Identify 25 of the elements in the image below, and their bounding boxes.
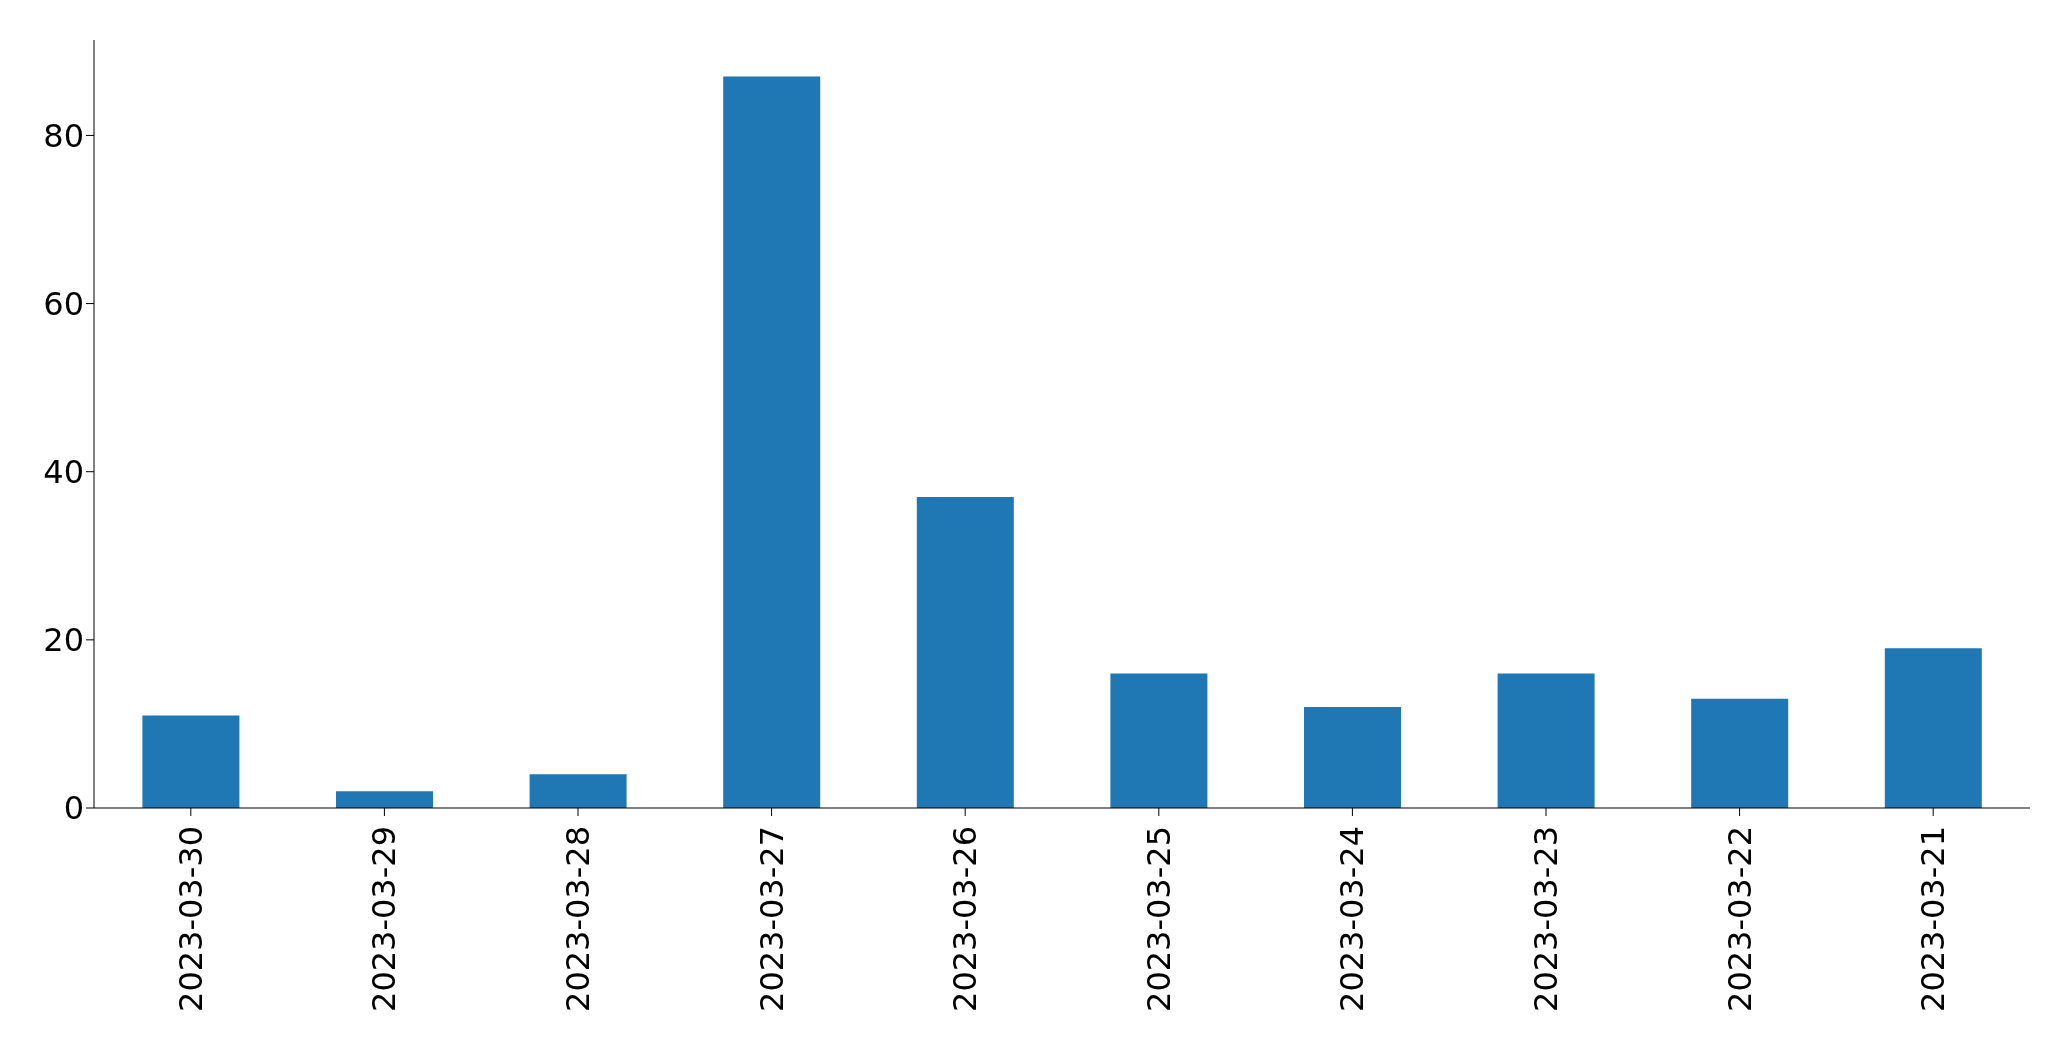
bar	[723, 76, 821, 808]
y-tick-label: 20	[43, 621, 84, 660]
x-tick-label: 2023-03-21	[1914, 826, 1953, 1012]
y-tick-label: 60	[43, 284, 84, 323]
bar	[1884, 648, 1982, 808]
x-tick-label: 2023-03-29	[365, 826, 404, 1012]
x-tick-label: 2023-03-28	[559, 826, 597, 1012]
y-tick-label: 40	[43, 453, 84, 492]
x-tick-label: 2023-03-24	[1333, 826, 1372, 1012]
x-tick-label: 2023-03-22	[1720, 826, 1759, 1012]
x-tick-label: 2023-03-23	[1527, 826, 1565, 1012]
bar	[1304, 707, 1401, 808]
x-tick-label: 2023-03-25	[1139, 826, 1178, 1012]
bar	[336, 791, 433, 808]
y-tick-label: 0	[63, 789, 84, 828]
bar	[1497, 673, 1595, 808]
bar	[916, 496, 1014, 808]
x-tick-label: 2023-03-30	[171, 826, 210, 1012]
bar	[1691, 698, 1789, 808]
x-tick-label: 2023-03-27	[752, 826, 791, 1012]
bar	[529, 774, 627, 808]
x-tick-label: 2023-03-26	[946, 826, 985, 1012]
bar	[142, 715, 240, 808]
y-tick-label: 80	[43, 116, 84, 155]
bar	[1110, 673, 1208, 808]
